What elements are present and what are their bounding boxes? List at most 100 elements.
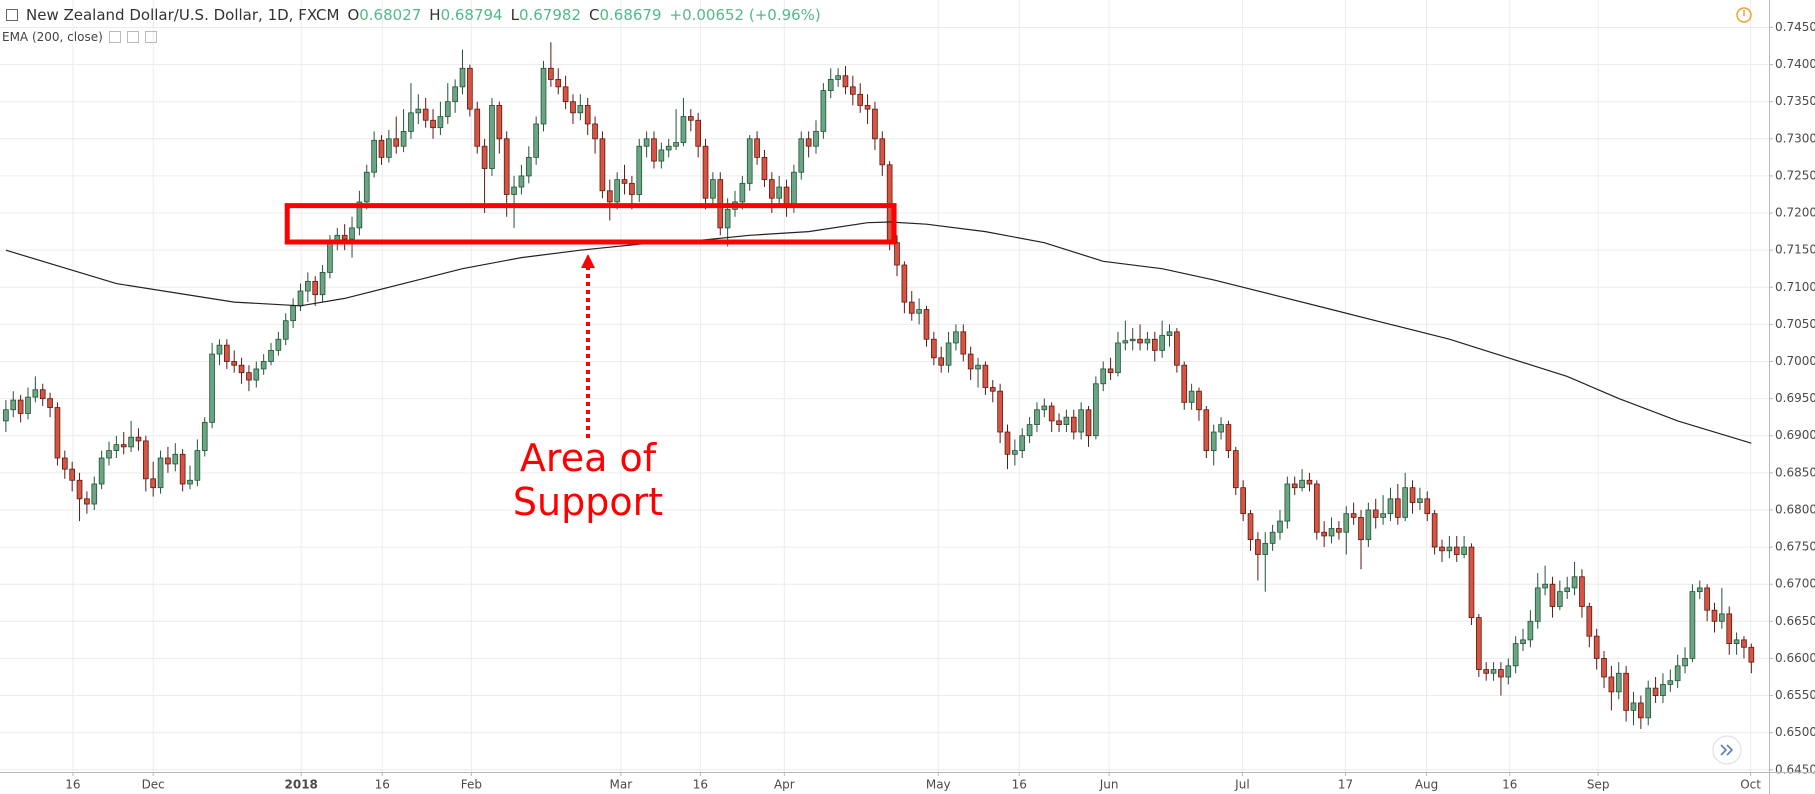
candle-body bbox=[754, 138, 760, 158]
candle-body bbox=[1321, 531, 1328, 537]
candle-body bbox=[533, 123, 539, 158]
ohlc-legend: O0.68027 H0.68794 L0.67982 C0.68679 bbox=[347, 6, 661, 24]
candle-body bbox=[275, 338, 282, 351]
alert-icon[interactable] bbox=[1736, 7, 1752, 23]
candle-body bbox=[931, 338, 937, 359]
candle-body bbox=[430, 119, 436, 129]
candle-body bbox=[54, 407, 61, 459]
candle-body bbox=[1336, 528, 1342, 533]
x-tick-label: Sep bbox=[1587, 778, 1610, 792]
candle-body bbox=[1682, 658, 1688, 667]
candle-body bbox=[1409, 487, 1416, 503]
candle-body bbox=[1439, 546, 1445, 552]
x-tick-label: Aug bbox=[1415, 778, 1438, 792]
candle-body bbox=[975, 364, 981, 370]
candle-body bbox=[1048, 405, 1055, 422]
candle-body bbox=[776, 186, 783, 199]
candle-body bbox=[246, 372, 252, 381]
x-tick-label: Dec bbox=[142, 778, 165, 792]
candle-body bbox=[820, 90, 827, 132]
candle-body bbox=[1483, 669, 1490, 674]
candle-body bbox=[201, 421, 208, 451]
candle-body bbox=[1240, 487, 1246, 515]
candle-body bbox=[341, 234, 348, 240]
annotation-line: Support bbox=[512, 480, 664, 524]
candle-body bbox=[724, 208, 731, 229]
candle-body bbox=[1586, 606, 1593, 637]
candle-body bbox=[938, 357, 945, 366]
candle-body bbox=[1696, 587, 1703, 593]
candle-body bbox=[1741, 639, 1747, 648]
candle-body bbox=[231, 361, 238, 366]
candle-body bbox=[1476, 617, 1482, 670]
candle-body bbox=[1115, 342, 1121, 374]
candle-body bbox=[113, 444, 120, 451]
candle-body bbox=[894, 242, 900, 266]
x-tick-label: May bbox=[926, 778, 951, 792]
candle-body bbox=[467, 67, 473, 110]
x-tick-label: 16 bbox=[1012, 778, 1027, 792]
candle-body bbox=[1225, 424, 1232, 451]
candle-body bbox=[1203, 409, 1210, 451]
candle-body bbox=[665, 145, 672, 151]
candle-body bbox=[842, 75, 849, 88]
candle-body bbox=[1733, 639, 1740, 644]
candle-body bbox=[967, 353, 974, 370]
indicator-hide[interactable] bbox=[126, 31, 139, 43]
candle-body bbox=[1564, 587, 1571, 593]
collapse-button[interactable] bbox=[6, 9, 18, 21]
indicator-remove[interactable] bbox=[144, 31, 157, 43]
candle-body bbox=[901, 264, 908, 303]
ohlc-label: H bbox=[429, 6, 441, 24]
candle-body bbox=[1652, 687, 1659, 696]
candle-body bbox=[1520, 639, 1526, 644]
candle-body bbox=[511, 186, 517, 195]
candle-body bbox=[17, 399, 24, 414]
candle-body bbox=[1711, 609, 1718, 622]
candle-body bbox=[1490, 669, 1497, 674]
candle-body bbox=[606, 190, 613, 203]
candle-body bbox=[761, 156, 768, 181]
candle-body bbox=[629, 182, 635, 195]
candle-body bbox=[1468, 546, 1475, 618]
candle-body bbox=[142, 440, 149, 480]
candle-body bbox=[47, 398, 53, 408]
candle-body bbox=[444, 101, 451, 117]
candle-body bbox=[1498, 669, 1504, 678]
candle-body bbox=[378, 139, 385, 158]
candle-body bbox=[489, 105, 495, 169]
candle-body bbox=[1372, 509, 1379, 518]
candle-body bbox=[850, 86, 856, 95]
candle-body bbox=[3, 409, 9, 422]
candle-body bbox=[1277, 520, 1283, 533]
candle-body bbox=[518, 175, 525, 188]
indicator-settings[interactable] bbox=[108, 31, 121, 43]
candle-body bbox=[1380, 513, 1386, 518]
candle-body bbox=[680, 116, 687, 143]
candle-body bbox=[1284, 483, 1291, 522]
x-tick-label: 16 bbox=[375, 778, 390, 792]
candle-body bbox=[1365, 509, 1372, 541]
candle-body bbox=[1689, 591, 1696, 659]
candle-body bbox=[577, 105, 584, 114]
x-tick-label: Oct bbox=[1740, 778, 1761, 792]
candle-body bbox=[1608, 676, 1615, 693]
candle-body bbox=[415, 108, 422, 114]
candle-body bbox=[621, 179, 628, 184]
candle-body bbox=[1188, 390, 1195, 403]
candle-body bbox=[584, 105, 591, 125]
candle-body bbox=[39, 389, 46, 400]
candle-body bbox=[1218, 424, 1224, 433]
candle-body bbox=[805, 138, 812, 147]
candle-body bbox=[393, 138, 400, 147]
candle-body bbox=[1078, 409, 1084, 433]
